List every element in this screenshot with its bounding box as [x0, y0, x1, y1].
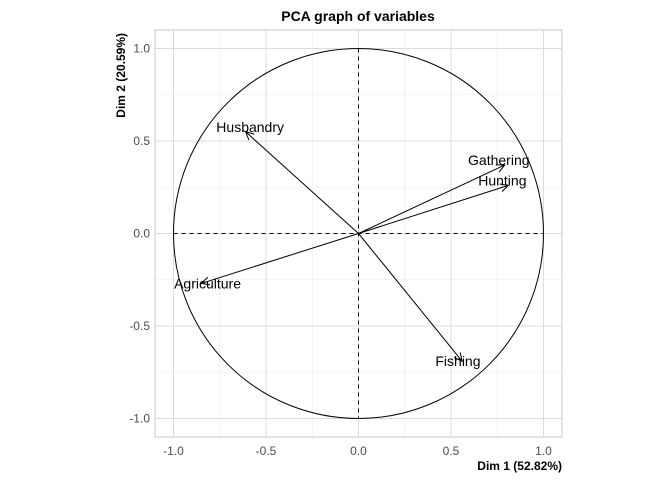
arrow-hunting: [358, 185, 509, 234]
y-tick-label: -1.0: [129, 412, 150, 426]
arrow-gathering: [358, 165, 505, 234]
label-hunting: Hunting: [478, 172, 526, 188]
y-axis-title: Dim 2 (20.59%): [114, 33, 128, 118]
variable-labels: Husbandry Gathering Hunting Agriculture Fish…: [174, 119, 529, 369]
label-fishing: Fishing: [435, 353, 480, 369]
y-tick-label: 0.5: [133, 134, 150, 148]
arrow-agriculture: [201, 233, 359, 284]
x-tick-label: 1.0: [535, 444, 552, 458]
label-agriculture: Agriculture: [174, 275, 241, 291]
arrow-fishing: [358, 233, 463, 362]
x-tick-label: -0.5: [256, 444, 277, 458]
panel-border: [154, 29, 563, 438]
x-tick-label: 0.5: [443, 444, 460, 458]
x-tick-label: -1.0: [163, 444, 184, 458]
y-tick-labels: -1.0 -0.5 0.0 0.5 1.0: [129, 42, 150, 426]
label-husbandry: Husbandry: [216, 119, 284, 135]
x-tick-labels: -1.0 -0.5 0.0 0.5 1.0: [163, 444, 552, 458]
y-tick-label: 1.0: [133, 42, 150, 56]
y-tick-label: -0.5: [129, 319, 150, 333]
label-gathering: Gathering: [468, 152, 529, 168]
y-tick-label: 0.0: [133, 227, 150, 241]
chart-title: PCA graph of variables: [281, 8, 435, 24]
variable-arrows: [201, 132, 508, 361]
x-axis-title: Dim 1 (52.82%): [477, 459, 562, 473]
arrow-husbandry: [246, 132, 359, 234]
x-tick-label: 0.0: [350, 444, 367, 458]
